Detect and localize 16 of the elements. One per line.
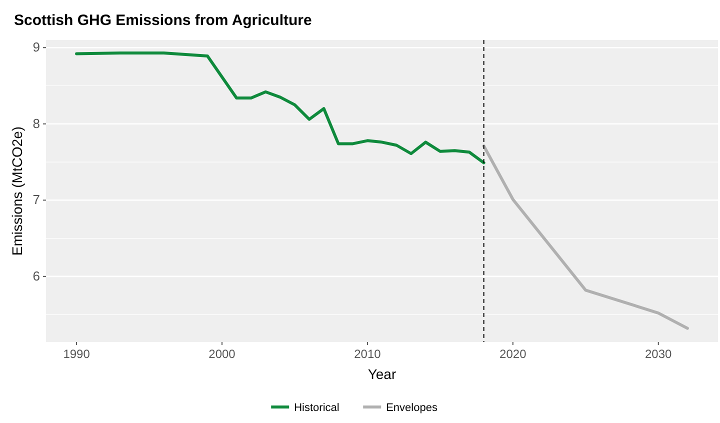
x-tick-label: 2030 bbox=[645, 347, 672, 361]
line-series bbox=[482, 144, 689, 330]
legend-label: Envelopes bbox=[386, 402, 438, 414]
legend-label: Historical bbox=[294, 402, 340, 414]
chart-title: Scottish GHG Emissions from Agriculture bbox=[14, 12, 312, 29]
y-tick-label: 7 bbox=[32, 192, 40, 208]
y-tick-label: 8 bbox=[32, 116, 40, 131]
x-tick-label: 2020 bbox=[500, 347, 527, 361]
x-tick-label: 2010 bbox=[354, 347, 382, 361]
x-axis-title: Year bbox=[368, 366, 396, 382]
x-tick-label: 1990 bbox=[63, 347, 90, 361]
y-tick-label: 9 bbox=[32, 40, 40, 55]
y-axis-title: Emissions (MtCO2e) bbox=[9, 126, 25, 256]
x-tick-label: 2000 bbox=[208, 347, 236, 361]
line-series bbox=[75, 51, 486, 164]
y-tick-label: 6 bbox=[32, 268, 40, 284]
